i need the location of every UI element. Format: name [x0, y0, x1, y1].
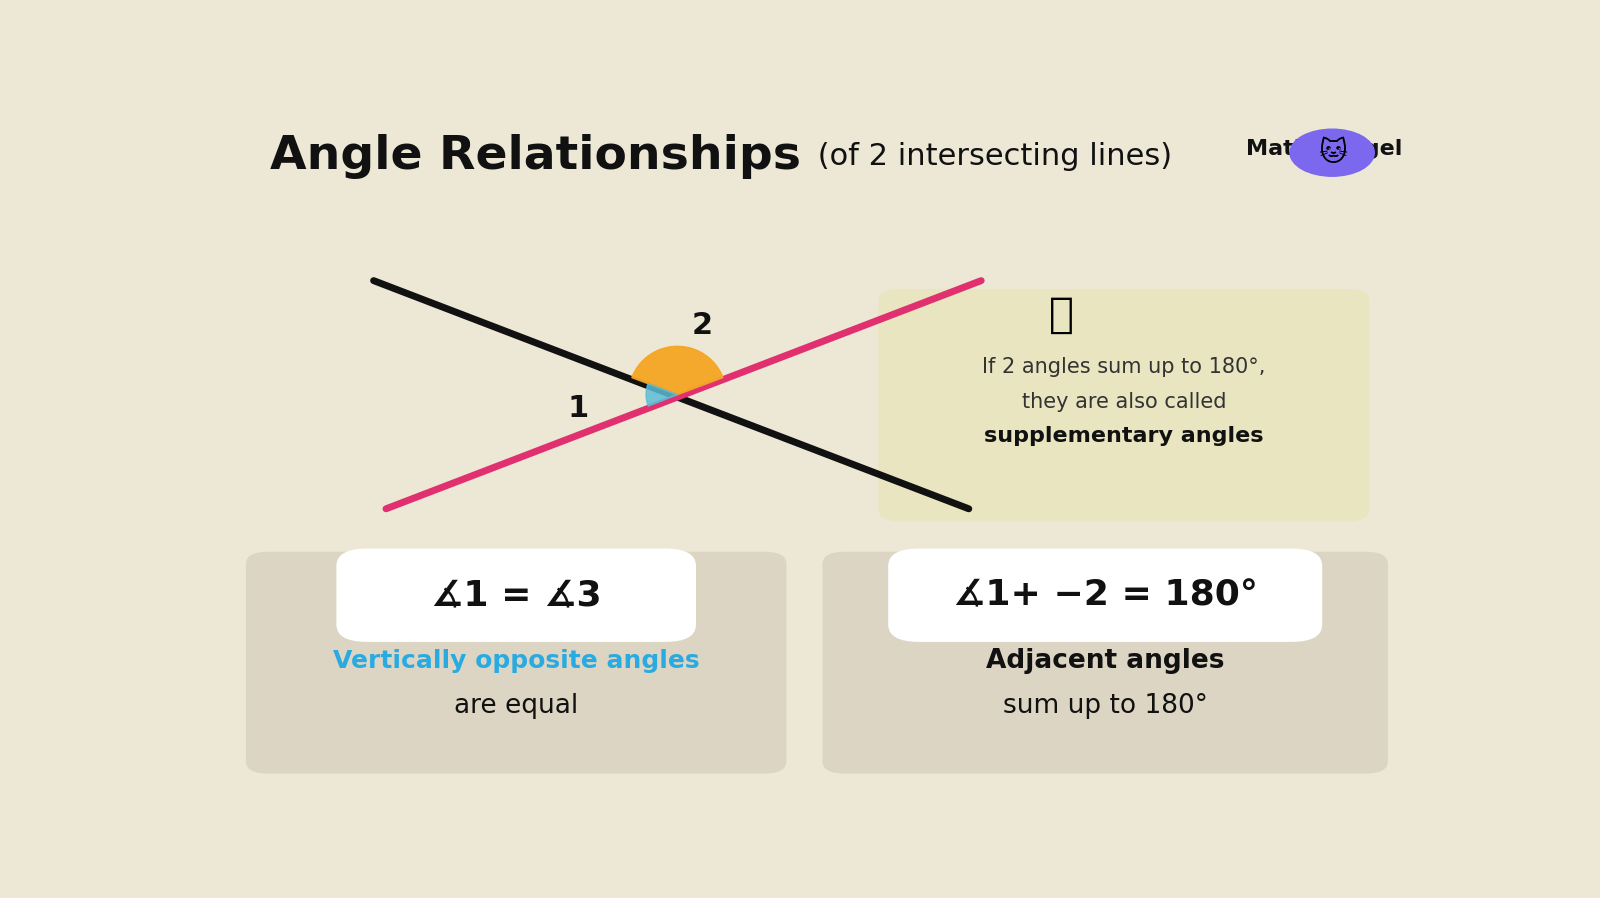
Text: they are also called: they are also called	[1021, 392, 1226, 411]
FancyBboxPatch shape	[822, 551, 1387, 774]
Text: Angle Relationships: Angle Relationships	[270, 134, 802, 179]
FancyBboxPatch shape	[336, 549, 696, 642]
Text: sum up to 180°: sum up to 180°	[1003, 693, 1208, 719]
Text: 2: 2	[691, 311, 712, 340]
Text: If 2 angles sum up to 180°,: If 2 angles sum up to 180°,	[982, 357, 1266, 377]
Text: Maths Angel: Maths Angel	[1246, 139, 1403, 159]
Text: supplementary angles: supplementary angles	[984, 427, 1264, 446]
Text: 🐱: 🐱	[1318, 138, 1347, 167]
Text: Vertically opposite angles: Vertically opposite angles	[333, 649, 699, 673]
FancyBboxPatch shape	[246, 551, 787, 774]
Text: ∡1+ −2 = 180°: ∡1+ −2 = 180°	[952, 578, 1258, 612]
Text: 🐝: 🐝	[1050, 295, 1074, 336]
Circle shape	[1290, 129, 1374, 176]
FancyBboxPatch shape	[888, 549, 1322, 642]
FancyBboxPatch shape	[878, 289, 1370, 521]
Text: are equal: are equal	[454, 693, 578, 719]
Text: Adjacent angles: Adjacent angles	[986, 648, 1224, 674]
Text: ∡1 = ∡3: ∡1 = ∡3	[430, 578, 602, 612]
Text: 1: 1	[568, 394, 589, 423]
Polygon shape	[646, 383, 677, 406]
Text: (of 2 intersecting lines): (of 2 intersecting lines)	[808, 142, 1171, 171]
Polygon shape	[632, 347, 723, 395]
